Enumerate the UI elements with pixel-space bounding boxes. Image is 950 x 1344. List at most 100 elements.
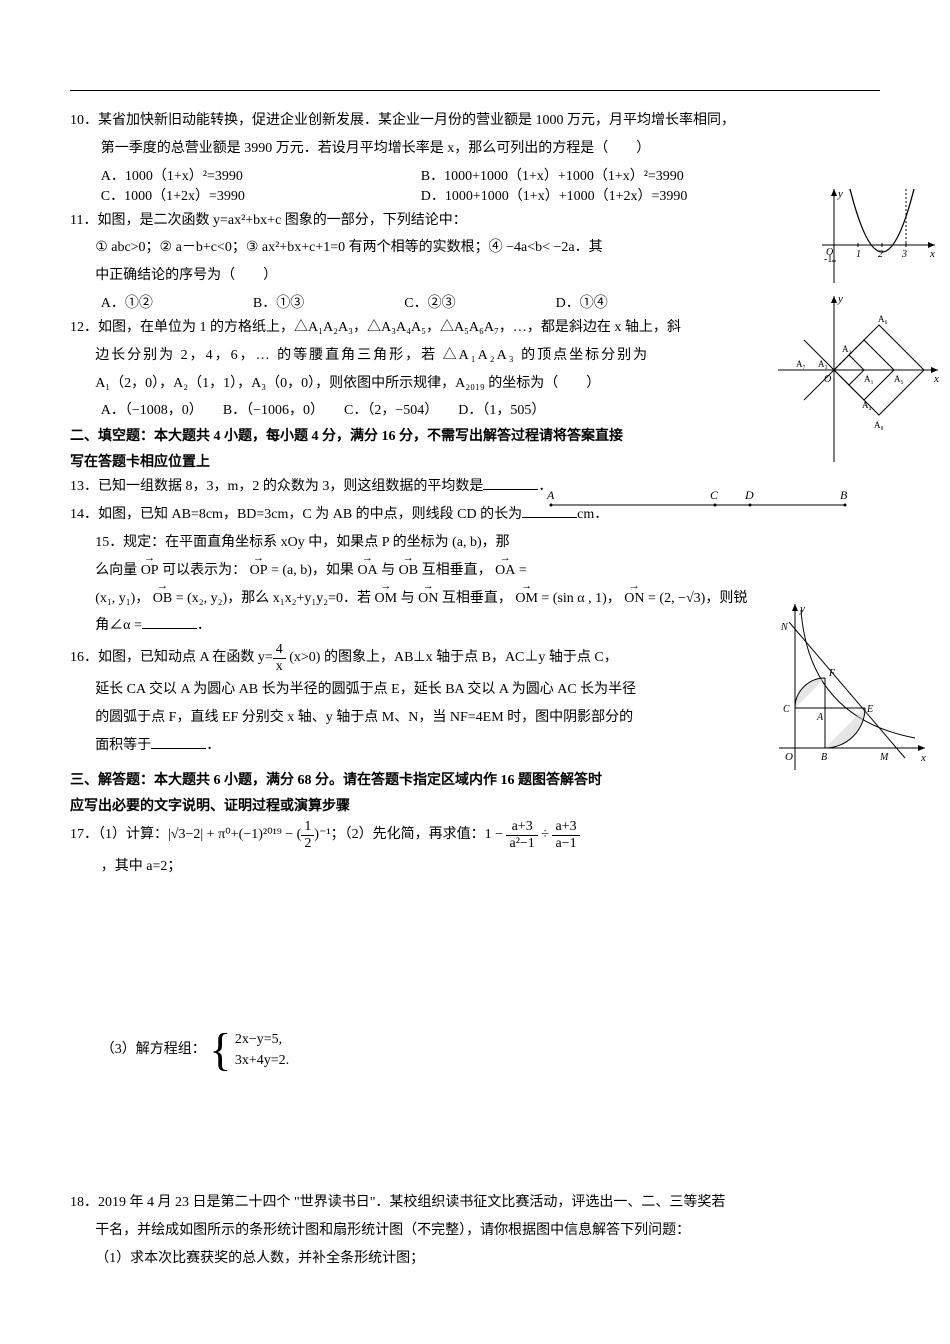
q10-opt-d: D．1000+1000（1+x）+1000（1+2x）=3990 bbox=[421, 185, 741, 205]
q18-l2: 干名，并绘成如图所示的条形统计图和扇形统计图（不完整），请你根据图中信息解答下列… bbox=[95, 1219, 880, 1243]
q11-opt-c: C．②③ bbox=[404, 292, 455, 312]
svg-text:A₆: A₆ bbox=[878, 314, 888, 324]
q15-l1: 15．规定：在平面直角坐标系 xOy 中，如果点 P 的坐标为 (a, b)，那 bbox=[95, 531, 880, 555]
q15-l4: 角∠α =． bbox=[95, 614, 880, 638]
section3-title2: 应写出必要的文字说明、证明过程或演算步骤 bbox=[70, 795, 880, 815]
q17-frac-half: 12 bbox=[301, 819, 314, 851]
blank-space-2 bbox=[70, 1077, 880, 1187]
q16-l3: 的圆弧于点 F，直线 EF 分别交 x 轴、y 轴于点 M、N，当 NF=4EM… bbox=[95, 706, 880, 730]
q11-line2: ① abc>0；② a－b+c<0；③ ax²+bx+c+1=0 有两个相等的实… bbox=[95, 236, 880, 260]
page: 10．某省加快新旧动能转换，促进企业创新发展．某企业一月份的营业额是 1000 … bbox=[0, 0, 950, 1314]
svg-text:B: B bbox=[840, 488, 848, 502]
q13-text: 13．已知一组数据 8，3，m，2 的众数为 3，则这组数据的平均数是 bbox=[70, 479, 483, 494]
q12-opt-c: C．（2，−504） bbox=[344, 399, 438, 419]
q16-l1a: 16．如图，已知动点 A 在函数 bbox=[70, 650, 254, 665]
svg-text:x: x bbox=[929, 248, 935, 260]
q15-l2e: 互相垂直， bbox=[422, 563, 492, 578]
svg-text:M: M bbox=[879, 752, 889, 763]
svg-text:N: N bbox=[780, 622, 789, 633]
vec-om2: OM bbox=[515, 587, 538, 611]
svg-text:x: x bbox=[920, 752, 926, 764]
svg-text:A: A bbox=[546, 488, 555, 502]
q11-opt-b: B．①③ bbox=[253, 292, 304, 312]
q12-options: A．（−1008，0） B．（−1006，0） C．（2，−504） D．（1，… bbox=[101, 399, 880, 419]
q10-opt-c: C．1000（1+2x）=3990 bbox=[101, 185, 421, 205]
svg-text:A₇: A₇ bbox=[796, 359, 806, 369]
q15-l2a: 么向量 bbox=[95, 563, 137, 578]
fig-segment: A C D B bbox=[545, 485, 855, 513]
q12-opt-a: A．（−1008，0） bbox=[101, 399, 203, 419]
q17-frac-2: a+3a−1 bbox=[552, 819, 579, 851]
svg-text:2: 2 bbox=[878, 249, 883, 260]
q16-l4: 面积等于． bbox=[95, 734, 880, 758]
svg-text:3: 3 bbox=[901, 249, 907, 260]
svg-text:A₂: A₂ bbox=[842, 344, 852, 354]
fig-triangles: O x y A₁ A₂ A₃ A₄ A₅ A₆ A₇ A₈ bbox=[774, 290, 944, 465]
q17-sys2: 3x+4y=2. bbox=[235, 1050, 289, 1071]
vec-ob: OB bbox=[399, 559, 418, 583]
q11-stem: 11．如图，是二次函数 y=ax²+bx+c 图象的一部分，下列结论中： bbox=[70, 209, 880, 233]
top-rule bbox=[70, 90, 880, 91]
section2-title-l1: 二、填空题：本大题共 4 小题，每小题 4 分，满分 16 分，不需写出解答过程… bbox=[70, 429, 623, 444]
vec-on: ON bbox=[418, 587, 438, 611]
q10-stem: 10．某省加快新旧动能转换，促进企业创新发展．某企业一月份的营业额是 1000 … bbox=[70, 109, 880, 133]
q14-text: 14．如图，已知 AB=8cm，BD=3cm，C 为 AB 的中点，则线段 CD… bbox=[70, 507, 522, 522]
svg-text:y: y bbox=[799, 603, 805, 615]
q15-l4t: 角∠α = bbox=[95, 618, 142, 633]
fig-parabola: 1 2 3 -1 O x y bbox=[820, 185, 940, 285]
svg-text:1: 1 bbox=[856, 249, 861, 260]
q10-opt-a: A．1000（1+x）²=3990 bbox=[101, 165, 421, 185]
svg-text:A₃: A₃ bbox=[818, 359, 828, 369]
q15-l3b: = (x₂, y₂)，那么 x₁x₂+y₁y₂=0．若 bbox=[176, 591, 371, 606]
brace-icon: { bbox=[209, 1027, 231, 1073]
q15-l3c: 与 bbox=[401, 591, 415, 606]
q15-l3: (x₁, y₁)， OB = (x₂, y₂)，那么 x₁x₂+y₁y₂=0．若… bbox=[95, 587, 880, 611]
svg-text:C: C bbox=[710, 488, 719, 502]
q15-l3a: (x₁, y₁)， bbox=[95, 591, 149, 606]
q18-l3: （1）求本次比赛获奖的总人数，并补全条形统计图； bbox=[95, 1247, 880, 1271]
svg-text:A₄: A₄ bbox=[862, 400, 872, 410]
svg-text:A: A bbox=[816, 712, 824, 723]
svg-text:F: F bbox=[828, 668, 836, 679]
q18-l1: 18．2019 年 4 月 23 日是第二十四个 "世界读书日"．某校组织读书征… bbox=[70, 1191, 880, 1215]
blank-space-1 bbox=[70, 883, 880, 1023]
svg-text:y: y bbox=[837, 188, 843, 200]
q10-line2: 第一季度的总营业额是 3990 万元．若设月平均增长率是 x，那么可列出的方程是… bbox=[101, 137, 880, 161]
vec-om: OM bbox=[375, 587, 398, 611]
q12-line3: A₁（2，0），A₂（1，1），A₃（0，0），则依图中所示规律，A₂₀₁₉ 的… bbox=[95, 372, 880, 396]
q13-blank bbox=[483, 475, 538, 490]
q17-l1b: )⁻¹；（2）先化简，再求值：1 − bbox=[314, 827, 503, 842]
q15-blank bbox=[142, 614, 197, 629]
q15-l2c: = (a, b)，如果 bbox=[271, 563, 354, 578]
vec-op2: OP bbox=[250, 559, 268, 583]
q16-l1b: (x>0) 的图象上，AB⊥x 轴于点 B，AC⊥y 轴于点 C， bbox=[289, 650, 618, 665]
q16-blank bbox=[151, 734, 206, 749]
q10-options: A．1000（1+x）²=3990 B．1000+1000（1+x）+1000（… bbox=[101, 165, 880, 205]
q17-l3t: （3）解方程组： bbox=[101, 1042, 206, 1057]
q15-l3e: = (sin α , 1)， bbox=[541, 591, 620, 606]
q17-frac-1: a+3a²−1 bbox=[506, 819, 537, 851]
q15-l2: 么向量 OP 可以表示为： OP = (a, b)，如果 OA 与 OB 互相垂… bbox=[95, 559, 880, 583]
vec-on2: ON bbox=[624, 587, 644, 611]
q16-func: y=4x bbox=[258, 650, 286, 665]
q15-l3f: = (2, −√3)，则锐 bbox=[648, 591, 747, 606]
q11-opt-a: A．①② bbox=[101, 292, 153, 312]
q15-l2b: 可以表示为： bbox=[162, 563, 246, 578]
q17-system: 2x−y=5, 3x+4y=2. bbox=[235, 1029, 289, 1071]
section2-title: 二、填空题：本大题共 4 小题，每小题 4 分，满分 16 分，不需写出解答过程… bbox=[70, 425, 880, 445]
q17-l1a: 17．（1）计算：|√3−2| + π⁰+(−1)²⁰¹⁹ − ( bbox=[70, 827, 301, 842]
fig-arcs: O x y A B C E F M N bbox=[775, 598, 930, 773]
q11-opt-d: D．①④ bbox=[556, 292, 608, 312]
q17-sys1: 2x−y=5, bbox=[235, 1029, 289, 1050]
q11-line3: 中正确结论的序号为（ ） bbox=[95, 264, 880, 288]
vec-oa2: OA bbox=[495, 559, 515, 583]
svg-text:E: E bbox=[866, 704, 873, 715]
q16-l1: 16．如图，已知动点 A 在函数 y=4x (x>0) 的图象上，AB⊥x 轴于… bbox=[70, 642, 880, 674]
q12-line2: 边长分别为 2，4，6，… 的等腰直角三角形，若 △A₁A₂A₃ 的顶点坐标分别… bbox=[95, 344, 880, 368]
q17-l2: ，其中 a=2； bbox=[101, 855, 880, 879]
q17-l1c: ÷ bbox=[541, 827, 549, 842]
section2-title2: 写在答题卡相应位置上 bbox=[70, 451, 880, 471]
svg-text:D: D bbox=[744, 488, 754, 502]
section3-title: 三、解答题：本大题共 6 小题，满分 68 分。请在答题卡指定区域内作 16 题… bbox=[70, 769, 880, 789]
q15-l2f: = bbox=[519, 563, 527, 578]
